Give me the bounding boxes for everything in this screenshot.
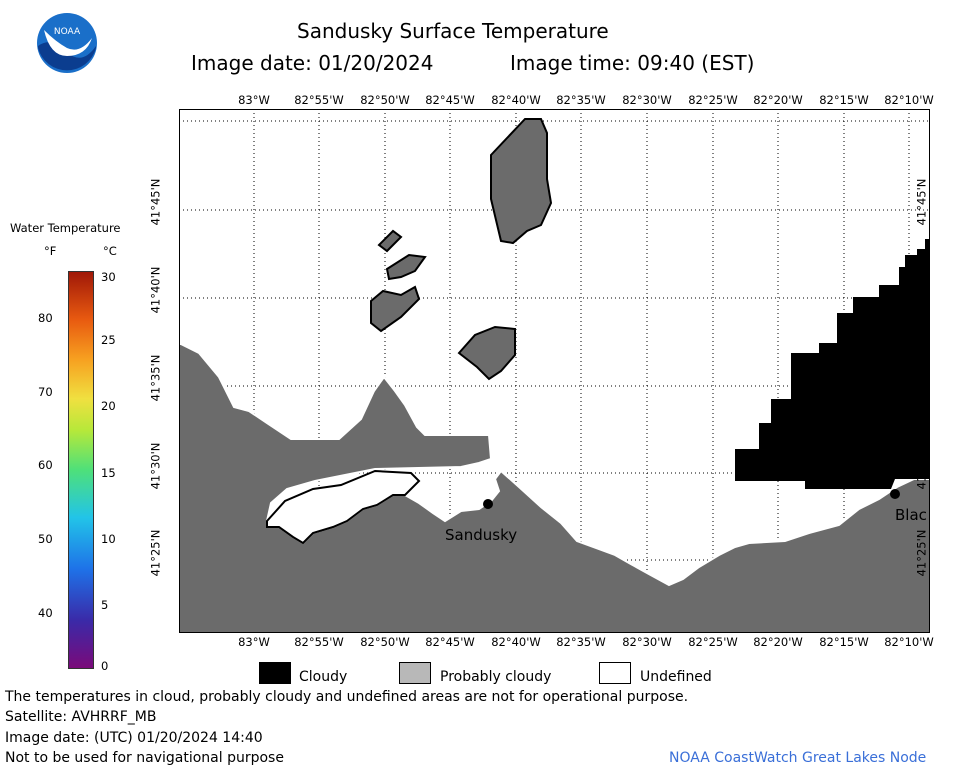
lon-label-bottom: 82°30'W (622, 635, 672, 649)
colorbar-f-tick: 40 (38, 606, 53, 620)
lon-label-top: 83°W (238, 93, 270, 107)
lon-label-top: 82°50'W (360, 93, 410, 107)
colorbar-f-tick: 50 (38, 532, 53, 546)
page-title: Sandusky Surface Temperature (297, 19, 609, 43)
lon-label-bottom: 82°25'W (688, 635, 738, 649)
lat-label-left: 41°25'N (147, 529, 162, 577)
svg-text:NOAA: NOAA (54, 27, 81, 37)
colorbar-c-tick: 0 (101, 659, 109, 673)
utc-date-text: Image date: (UTC) 01/20/2024 14:40 (5, 730, 263, 746)
colorbar-c-tick: 10 (101, 532, 116, 546)
colorbar-c-tick: 20 (101, 399, 116, 413)
island-kelleys (490, 118, 553, 245)
island-small-1 (377, 229, 403, 253)
marblehead-white-notch (266, 469, 421, 545)
lon-label-top: 82°25'W (688, 93, 738, 107)
lon-label-bottom: 82°10'W (884, 635, 934, 649)
sandusky-label: Sandusky (445, 526, 517, 544)
map-svg: Sandusky Blac (179, 109, 930, 633)
colorbar (68, 271, 94, 669)
lat-label-right: 41°40'N (913, 266, 928, 314)
lon-label-top: 82°40'W (491, 93, 541, 107)
lon-label-bottom: 82°50'W (360, 635, 410, 649)
colorbar-c-tick: 5 (101, 598, 109, 612)
lat-label-left: 41°35'N (147, 354, 162, 402)
colorbar-f-tick: 60 (38, 458, 53, 472)
lon-label-top: 82°15'W (819, 93, 869, 107)
colorbar-unit-c: °C (103, 244, 117, 258)
colorbar-c-tick: 30 (101, 270, 116, 284)
image-time: Image time: 09:40 (EST) (510, 51, 755, 75)
map-frame: Sandusky Blac (179, 109, 930, 633)
satellite-text: Satellite: AVHRRF_MB (5, 709, 157, 725)
lon-label-top: 82°35'W (556, 93, 606, 107)
island-south-bass (370, 285, 421, 333)
legend-cloudy-label: Cloudy (299, 669, 348, 685)
colorbar-title: Water Temperature (10, 221, 121, 235)
lat-label-right: 41°35'N (913, 354, 928, 402)
colorbar-c-tick: 15 (101, 466, 116, 480)
island-small-2 (385, 253, 427, 281)
noaa-logo: NOAA (36, 12, 98, 74)
lon-label-top: 82°10'W (884, 93, 934, 107)
lon-label-top: 82°55'W (294, 93, 344, 107)
lat-label-right: 41°30'N (913, 442, 928, 490)
colorbar-f-tick: 70 (38, 385, 53, 399)
lat-label-right: 41°25'N (913, 529, 928, 577)
lat-label-left: 41°40'N (147, 266, 162, 314)
colorbar-c-tick: 25 (101, 333, 116, 347)
lat-label-right: 41°45'N (913, 178, 928, 226)
navigation-note: Not to be used for navigational purpose (5, 750, 284, 766)
colorbar-unit-f: °F (44, 244, 57, 258)
legend-probably-cloudy-label: Probably cloudy (440, 669, 552, 685)
legend-cloudy-swatch (259, 662, 291, 684)
disclaimer-text: The temperatures in cloud, probably clou… (5, 689, 689, 705)
lon-label-bottom: 82°20'W (753, 635, 803, 649)
lon-label-bottom: 82°45'W (425, 635, 475, 649)
lon-label-top: 82°30'W (622, 93, 672, 107)
lon-label-bottom: 83°W (238, 635, 270, 649)
lon-label-bottom: 82°15'W (819, 635, 869, 649)
lat-label-left: 41°30'N (147, 442, 162, 490)
credit-text: NOAA CoastWatch Great Lakes Node (669, 750, 927, 766)
lon-label-bottom: 82°35'W (556, 635, 606, 649)
lon-label-bottom: 82°40'W (491, 635, 541, 649)
map-border (179, 109, 930, 633)
lon-label-top: 82°20'W (753, 93, 803, 107)
legend-probably-cloudy-swatch (399, 662, 431, 684)
legend-undefined-label: Undefined (640, 669, 712, 685)
lat-label-left: 41°45'N (147, 178, 162, 226)
bay-marker (890, 489, 900, 499)
colorbar-f-tick: 80 (38, 311, 53, 325)
sandusky-marker (483, 499, 493, 509)
island-middle-bass (457, 325, 516, 381)
cloudy-area (735, 239, 930, 489)
legend-undefined-swatch (599, 662, 631, 684)
lon-label-bottom: 82°55'W (294, 635, 344, 649)
lon-label-top: 82°45'W (425, 93, 475, 107)
noaa-logo-icon: NOAA (37, 13, 97, 73)
bay-label: Blac (895, 506, 927, 524)
image-date: Image date: 01/20/2024 (191, 51, 434, 75)
